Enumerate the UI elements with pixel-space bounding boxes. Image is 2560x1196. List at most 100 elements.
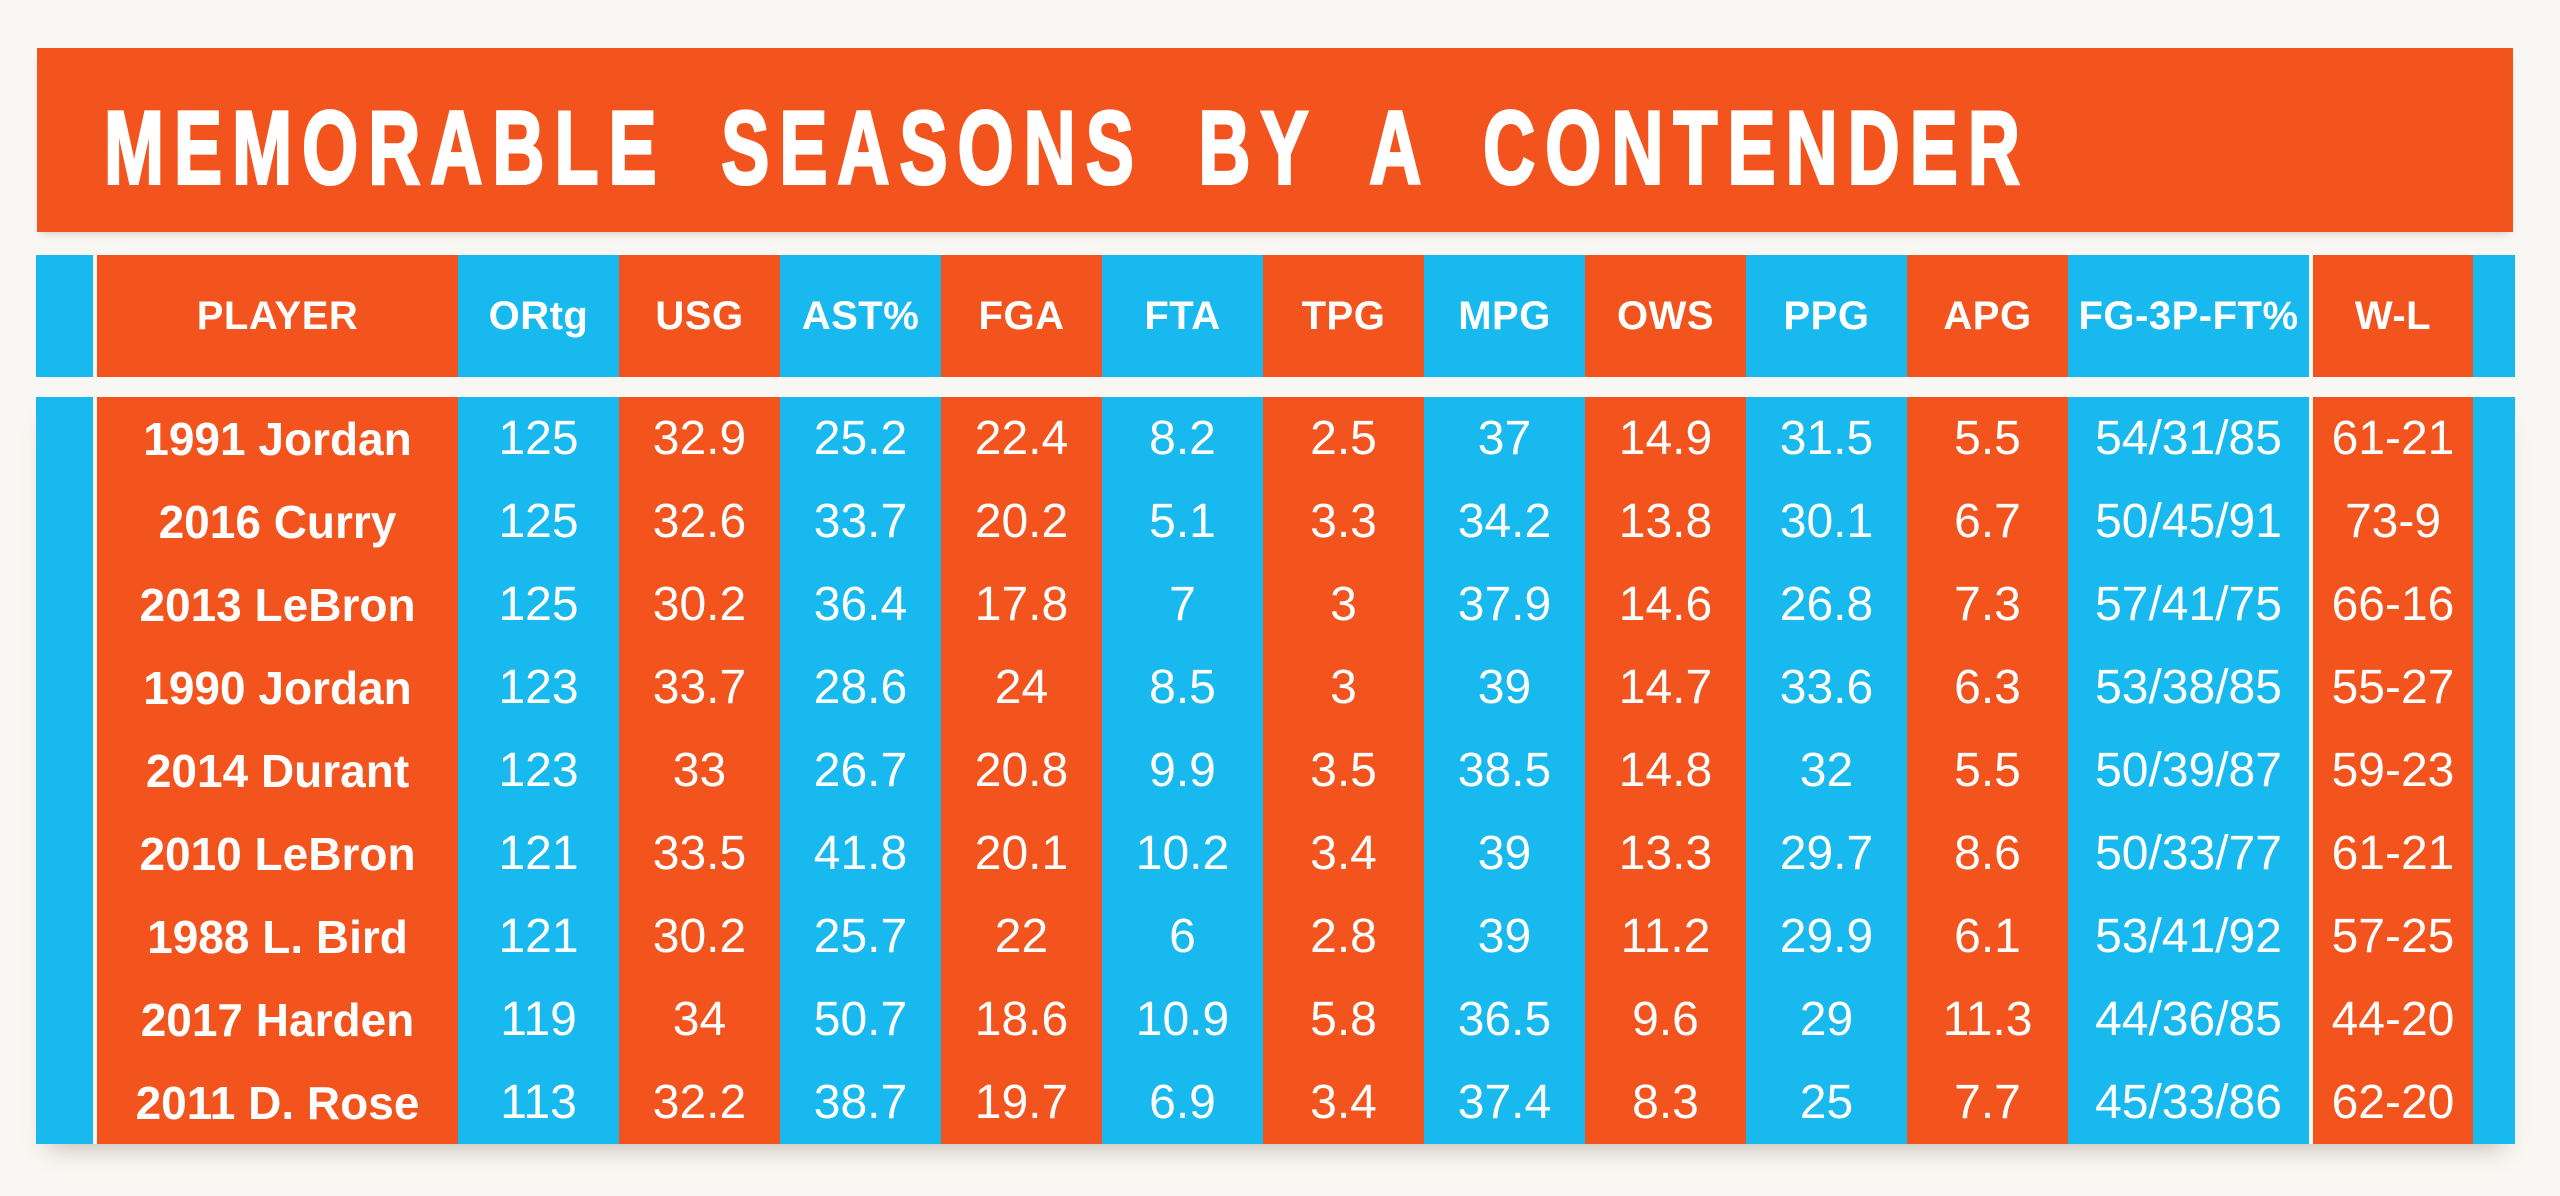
cell-astpct: 25.7 (780, 895, 941, 978)
cell-wl: 61-21 (2313, 397, 2473, 480)
cell-ows: 14.6 (1585, 563, 1746, 646)
cell-wl: 55-27 (2313, 646, 2473, 729)
cell-mpg: 37.4 (1424, 1061, 1585, 1144)
player-cell: 2014 Durant (97, 729, 458, 812)
cell-fta: 10.9 (1102, 978, 1263, 1061)
cell-fta: 6 (1102, 895, 1263, 978)
player-cell: 1991 Jordan (97, 397, 458, 480)
cell-apg: 5.5 (1907, 729, 2068, 812)
cell-fga: 20.1 (941, 812, 1102, 895)
cell-fta: 8.2 (1102, 397, 1263, 480)
cell-apg: 5.5 (1907, 397, 2068, 480)
cell-ows: 8.3 (1585, 1061, 1746, 1144)
cell-ows: 14.9 (1585, 397, 1746, 480)
cell-mpg: 39 (1424, 895, 1585, 978)
cell-ortg: 125 (458, 397, 619, 480)
header-cell-ppg: PPG (1746, 255, 1907, 377)
header-cell-ows: OWS (1585, 255, 1746, 377)
cell-ortg: 125 (458, 480, 619, 563)
cell-apg: 11.3 (1907, 978, 2068, 1061)
left-accent-strip (36, 397, 93, 1144)
cell-astpct: 26.7 (780, 729, 941, 812)
cell-fg3pft: 45/33/86 (2068, 1061, 2309, 1144)
page-title: MEMORABLE SEASONS BY A CONTENDER (103, 88, 2030, 208)
cell-astpct: 50.7 (780, 978, 941, 1061)
left-accent-strip (36, 255, 93, 377)
right-accent-strip (2473, 397, 2515, 1144)
cell-fga: 24 (941, 646, 1102, 729)
cell-ppg: 29.7 (1746, 812, 1907, 895)
header-cell-mpg: MPG (1424, 255, 1585, 377)
header-cell-tpg: TPG (1263, 255, 1424, 377)
cell-fg3pft: 50/39/87 (2068, 729, 2309, 812)
cell-tpg: 3.5 (1263, 729, 1424, 812)
cell-astpct: 38.7 (780, 1061, 941, 1144)
player-cell: 2016 Curry (97, 480, 458, 563)
cell-astpct: 41.8 (780, 812, 941, 895)
header-cell-fg3pft: FG-3P-FT% (2068, 255, 2309, 377)
cell-fta: 9.9 (1102, 729, 1263, 812)
cell-fta: 7 (1102, 563, 1263, 646)
cell-tpg: 3 (1263, 563, 1424, 646)
header-cell-wl: W-L (2313, 255, 2473, 377)
cell-fga: 18.6 (941, 978, 1102, 1061)
cell-tpg: 3.3 (1263, 480, 1424, 563)
header-cell-fta: FTA (1102, 255, 1263, 377)
header-cell-fga: FGA (941, 255, 1102, 377)
cell-wl: 61-21 (2313, 812, 2473, 895)
cell-ortg: 119 (458, 978, 619, 1061)
cell-fga: 22 (941, 895, 1102, 978)
cell-fg3pft: 44/36/85 (2068, 978, 2309, 1061)
cell-apg: 8.6 (1907, 812, 2068, 895)
cell-ortg: 125 (458, 563, 619, 646)
cell-fta: 10.2 (1102, 812, 1263, 895)
cell-usg: 30.2 (619, 895, 780, 978)
cell-ows: 9.6 (1585, 978, 1746, 1061)
cell-ows: 11.2 (1585, 895, 1746, 978)
cell-astpct: 28.6 (780, 646, 941, 729)
cell-astpct: 36.4 (780, 563, 941, 646)
header-cell-apg: APG (1907, 255, 2068, 377)
cell-usg: 32.9 (619, 397, 780, 480)
cell-ppg: 29.9 (1746, 895, 1907, 978)
cell-ppg: 31.5 (1746, 397, 1907, 480)
cell-fga: 17.8 (941, 563, 1102, 646)
cell-usg: 30.2 (619, 563, 780, 646)
cell-fga: 20.2 (941, 480, 1102, 563)
cell-ppg: 33.6 (1746, 646, 1907, 729)
cell-apg: 7.7 (1907, 1061, 2068, 1144)
cell-astpct: 25.2 (780, 397, 941, 480)
cell-ppg: 26.8 (1746, 563, 1907, 646)
cell-wl: 59-23 (2313, 729, 2473, 812)
right-accent-strip (2473, 255, 2515, 377)
cell-apg: 6.7 (1907, 480, 2068, 563)
cell-ortg: 121 (458, 895, 619, 978)
player-cell: 2013 LeBron (97, 563, 458, 646)
cell-wl: 73-9 (2313, 480, 2473, 563)
cell-mpg: 39 (1424, 646, 1585, 729)
cell-apg: 6.3 (1907, 646, 2068, 729)
cell-ortg: 113 (458, 1061, 619, 1144)
cell-apg: 6.1 (1907, 895, 2068, 978)
cell-tpg: 5.8 (1263, 978, 1424, 1061)
header-cell-player: PLAYER (97, 255, 458, 377)
cell-mpg: 37 (1424, 397, 1585, 480)
cell-ortg: 121 (458, 812, 619, 895)
table-body: 1991 Jordan 125 32.9 25.2 22.4 8.2 2.5 37 14.9 31… (36, 397, 2515, 1144)
cell-ows: 13.8 (1585, 480, 1746, 563)
cell-tpg: 3 (1263, 646, 1424, 729)
cell-fta: 8.5 (1102, 646, 1263, 729)
cell-usg: 33.5 (619, 812, 780, 895)
cell-mpg: 34.2 (1424, 480, 1585, 563)
cell-fta: 5.1 (1102, 480, 1263, 563)
cell-fg3pft: 53/41/92 (2068, 895, 2309, 978)
cell-fga: 19.7 (941, 1061, 1102, 1144)
cell-fga: 20.8 (941, 729, 1102, 812)
player-cell: 2010 LeBron (97, 812, 458, 895)
cell-fga: 22.4 (941, 397, 1102, 480)
cell-ows: 13.3 (1585, 812, 1746, 895)
cell-ortg: 123 (458, 646, 619, 729)
cell-usg: 32.6 (619, 480, 780, 563)
player-cell: 1990 Jordan (97, 646, 458, 729)
